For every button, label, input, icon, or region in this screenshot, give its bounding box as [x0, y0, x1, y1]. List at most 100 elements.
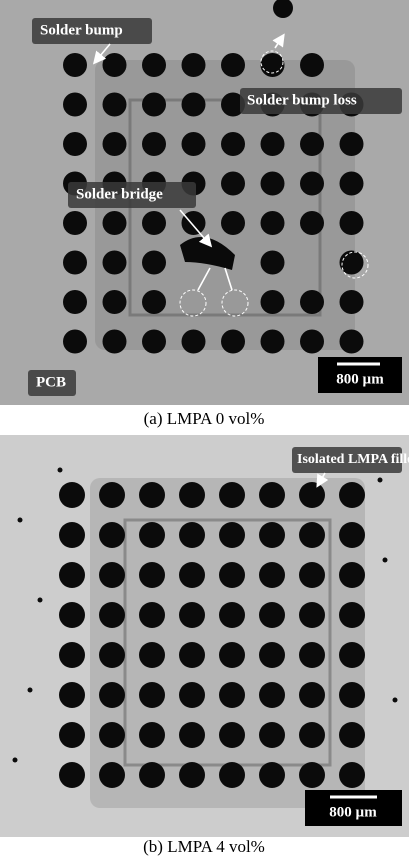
solder-ball — [182, 132, 206, 156]
solder-ball — [142, 290, 166, 314]
solder-ball — [103, 330, 127, 354]
solder-ball — [63, 211, 87, 235]
solder-ball — [339, 562, 365, 588]
solder-ball — [299, 762, 325, 788]
solder-ball — [59, 762, 85, 788]
solder-ball — [261, 132, 285, 156]
solder-ball — [99, 522, 125, 548]
solder-ball — [383, 558, 388, 563]
solder-ball — [139, 642, 165, 668]
label-pcb: PCB — [36, 374, 66, 390]
label-solder-bridge: Solder bridge — [76, 186, 163, 202]
solder-ball — [59, 682, 85, 708]
solder-ball — [339, 682, 365, 708]
solder-ball — [182, 93, 206, 117]
solder-ball — [139, 762, 165, 788]
solder-ball — [339, 602, 365, 628]
solder-ball — [378, 478, 383, 483]
solder-ball — [28, 688, 33, 693]
solder-ball — [139, 482, 165, 508]
solder-ball — [300, 132, 324, 156]
label-solder-bump-loss: Solder bump loss — [247, 92, 357, 108]
solder-ball — [99, 762, 125, 788]
solder-ball — [142, 53, 166, 77]
solder-ball — [221, 132, 245, 156]
solder-ball — [259, 562, 285, 588]
solder-ball — [103, 290, 127, 314]
solder-ball — [259, 482, 285, 508]
caption-b: (b) LMPA 4 vol% — [143, 837, 265, 856]
solder-ball — [339, 722, 365, 748]
solder-ball — [339, 522, 365, 548]
solder-ball — [142, 211, 166, 235]
solder-ball — [63, 330, 87, 354]
solder-ball — [142, 251, 166, 275]
solder-ball — [300, 53, 324, 77]
solder-ball — [219, 482, 245, 508]
scale-bar-label: 800 µm — [336, 371, 384, 387]
solder-ball — [103, 93, 127, 117]
solder-ball — [259, 602, 285, 628]
solder-ball — [339, 642, 365, 668]
solder-ball — [261, 251, 285, 275]
solder-ball — [300, 330, 324, 354]
solder-ball — [340, 251, 364, 275]
solder-ball — [221, 211, 245, 235]
solder-ball — [300, 211, 324, 235]
solder-ball — [300, 290, 324, 314]
solder-ball — [219, 522, 245, 548]
solder-ball — [182, 211, 206, 235]
solder-ball — [182, 53, 206, 77]
solder-ball — [340, 172, 364, 196]
solder-ball — [59, 642, 85, 668]
scale-bar-label: 800 µm — [329, 804, 377, 820]
label-solder-bump: Solder bump — [40, 22, 123, 38]
solder-ball — [219, 762, 245, 788]
solder-ball — [63, 132, 87, 156]
solder-ball — [99, 562, 125, 588]
solder-ball — [139, 602, 165, 628]
solder-ball — [99, 602, 125, 628]
solder-ball — [300, 172, 324, 196]
solder-ball — [261, 211, 285, 235]
solder-ball — [179, 762, 205, 788]
solder-ball — [139, 522, 165, 548]
solder-ball — [59, 562, 85, 588]
solder-ball — [142, 132, 166, 156]
solder-ball — [63, 290, 87, 314]
solder-ball — [139, 562, 165, 588]
solder-ball — [13, 758, 18, 763]
solder-ball — [340, 330, 364, 354]
solder-ball — [179, 722, 205, 748]
solder-ball — [59, 482, 85, 508]
solder-ball — [393, 698, 398, 703]
solder-ball — [299, 522, 325, 548]
solder-ball — [59, 522, 85, 548]
solder-ball — [99, 722, 125, 748]
solder-ball — [340, 132, 364, 156]
solder-ball — [339, 482, 365, 508]
solder-ball — [259, 522, 285, 548]
solder-ball — [259, 762, 285, 788]
solder-ball — [179, 522, 205, 548]
solder-ball — [99, 642, 125, 668]
solder-ball — [221, 330, 245, 354]
solder-ball — [179, 642, 205, 668]
solder-ball — [259, 642, 285, 668]
solder-ball — [219, 642, 245, 668]
solder-ball — [261, 330, 285, 354]
solder-ball — [139, 682, 165, 708]
solder-ball — [259, 722, 285, 748]
solder-ball — [219, 562, 245, 588]
solder-ball — [59, 722, 85, 748]
solder-ball — [299, 642, 325, 668]
solder-ball — [99, 482, 125, 508]
solder-ball — [182, 330, 206, 354]
figure: Solder bump Solder bump loss Solder brid… — [0, 0, 409, 860]
solder-ball — [221, 53, 245, 77]
solder-ball — [340, 211, 364, 235]
solder-ball — [299, 602, 325, 628]
solder-ball — [259, 682, 285, 708]
solder-ball — [299, 562, 325, 588]
solder-ball — [103, 211, 127, 235]
